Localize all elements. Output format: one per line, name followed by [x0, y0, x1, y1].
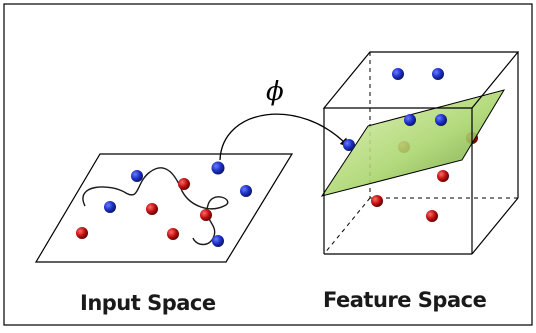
input-point-blue-5 [212, 235, 224, 247]
feature-point-blue-3 [404, 114, 416, 126]
feature-space-label: Feature Space [323, 288, 487, 312]
feature-point-blue-1 [392, 68, 404, 80]
input-point-red-1 [178, 178, 190, 190]
input-point-red-2 [146, 203, 158, 215]
mapping-arrow-icon [219, 113, 350, 161]
feature-point-red-1 [437, 170, 449, 182]
feature-point-blue-4 [435, 114, 447, 126]
cube-edge-bottom-right [471, 197, 519, 255]
feature-point-red-3 [426, 210, 438, 222]
feature-point-blue-5 [343, 139, 355, 151]
input-point-blue-3 [240, 185, 252, 197]
input-point-red-4 [76, 227, 88, 239]
input-point-blue-1 [131, 170, 143, 182]
phi-symbol: ϕ [266, 77, 284, 107]
input-space-plane [34, 153, 294, 263]
input-decision-curve [82, 167, 229, 246]
input-point-blue-2 [211, 161, 225, 175]
input-space-label: Input Space [80, 291, 216, 315]
feature-point-red-2 [371, 195, 383, 207]
separating-hyperplane [320, 89, 506, 197]
input-point-blue-4 [104, 201, 116, 213]
input-point-red-3 [200, 209, 212, 221]
feature-point-blue-2 [432, 68, 444, 80]
input-point-red-5 [167, 228, 179, 240]
